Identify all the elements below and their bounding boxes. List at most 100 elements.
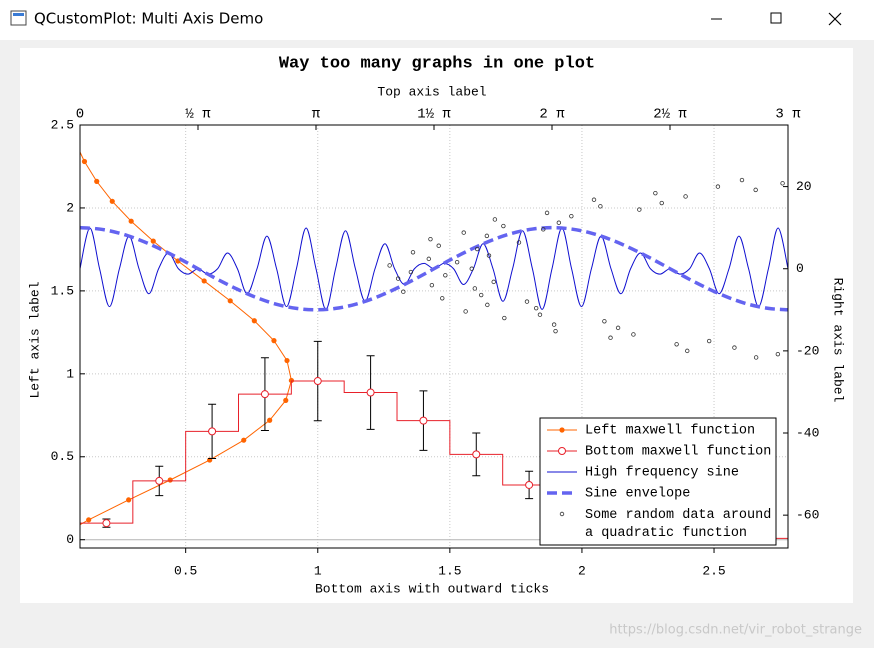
bottom-axis-label: Bottom axis with outward ticks <box>315 581 549 596</box>
point <box>674 342 679 347</box>
point <box>715 184 721 189</box>
point <box>128 218 134 224</box>
x2-tick-label: π <box>312 107 321 123</box>
point <box>732 345 737 350</box>
y2-tick-label: -60 <box>796 508 819 523</box>
title-bar <box>0 0 874 40</box>
point <box>109 198 115 204</box>
point <box>440 296 445 301</box>
point <box>484 233 490 239</box>
y2-tick-label: 0 <box>796 261 804 276</box>
legend-label: Left maxwell function <box>585 424 755 439</box>
point <box>241 437 247 443</box>
y-tick-label: 2 <box>66 200 74 215</box>
left-axis-label: Left axis label <box>27 281 42 398</box>
point <box>615 325 621 331</box>
legend-label: Bottom maxwell function <box>585 445 771 460</box>
y-tick-label: 2.5 <box>51 117 74 132</box>
point <box>541 227 546 232</box>
legend-swatch <box>559 511 565 517</box>
point <box>491 279 496 285</box>
y2-tick-label: 20 <box>796 179 812 194</box>
point <box>753 187 758 193</box>
point <box>155 476 164 485</box>
point <box>454 259 460 265</box>
x2-tick-label: 0 <box>76 107 84 123</box>
point <box>492 217 498 222</box>
point <box>428 236 433 242</box>
point <box>659 200 664 206</box>
point <box>86 517 92 523</box>
point <box>94 178 100 184</box>
point <box>313 377 322 386</box>
x-tick-label: 1.5 <box>438 563 461 578</box>
point <box>408 269 414 275</box>
point <box>469 266 474 271</box>
point <box>556 220 562 225</box>
maximize-button[interactable] <box>753 2 799 36</box>
chart-title: Way too many graphs in one plot <box>279 54 595 73</box>
point <box>472 286 478 291</box>
y-tick-label: 0 <box>66 532 74 547</box>
point <box>516 240 522 245</box>
point <box>443 273 448 278</box>
point <box>780 181 785 186</box>
point <box>267 417 273 423</box>
point <box>401 289 406 294</box>
point <box>81 158 88 165</box>
point <box>419 416 428 425</box>
y-tick-label: 0.5 <box>51 449 74 464</box>
x2-tick-label: ½ π <box>185 107 211 123</box>
point <box>533 305 539 311</box>
line <box>80 225 788 312</box>
x2-tick-label: 1½ π <box>417 107 451 123</box>
point <box>461 230 466 235</box>
x2-tick-label: 2½ π <box>653 107 687 123</box>
point <box>410 250 416 255</box>
x-tick-label: 0.5 <box>174 563 197 578</box>
point <box>591 197 597 202</box>
y2-tick-label: -20 <box>796 343 819 358</box>
top-axis-label: Top axis label <box>377 84 486 99</box>
point <box>739 177 745 183</box>
point <box>284 357 290 364</box>
point <box>426 256 432 262</box>
legend-label-line: a quadratic function <box>585 526 747 541</box>
window-title: QCustomPlot: Multi Axis Demo <box>34 10 263 28</box>
right-axis-label: Right axis label <box>831 278 846 403</box>
point <box>208 427 217 436</box>
point <box>706 338 712 344</box>
legend-label-line: Some random data around <box>585 508 771 523</box>
minimize-button[interactable] <box>693 2 739 36</box>
legend-swatch <box>558 447 566 455</box>
x2-tick-label: 2 π <box>539 107 565 123</box>
x-tick-label: 1 <box>314 563 322 578</box>
point <box>569 213 574 219</box>
point <box>283 397 289 403</box>
legend-swatch <box>559 427 565 433</box>
point <box>653 190 658 196</box>
point <box>608 335 613 340</box>
x2-tick-label: 3 π <box>775 107 801 123</box>
y-tick-label: 1 <box>66 366 74 381</box>
point <box>271 338 277 344</box>
y2-tick-label: -40 <box>796 425 819 440</box>
point <box>685 348 690 354</box>
point <box>479 292 484 298</box>
legend-label: Sine envelope <box>585 487 690 502</box>
close-button[interactable] <box>812 2 858 36</box>
point <box>775 351 781 357</box>
point <box>167 477 173 483</box>
point <box>463 309 468 314</box>
point <box>525 480 534 489</box>
app-icon <box>10 10 27 26</box>
point <box>227 298 233 304</box>
watermark: https://blog.csdn.net/vir_robot_strange <box>609 623 862 638</box>
point <box>102 519 111 528</box>
point <box>544 210 550 216</box>
point <box>429 282 435 288</box>
point <box>501 223 506 229</box>
